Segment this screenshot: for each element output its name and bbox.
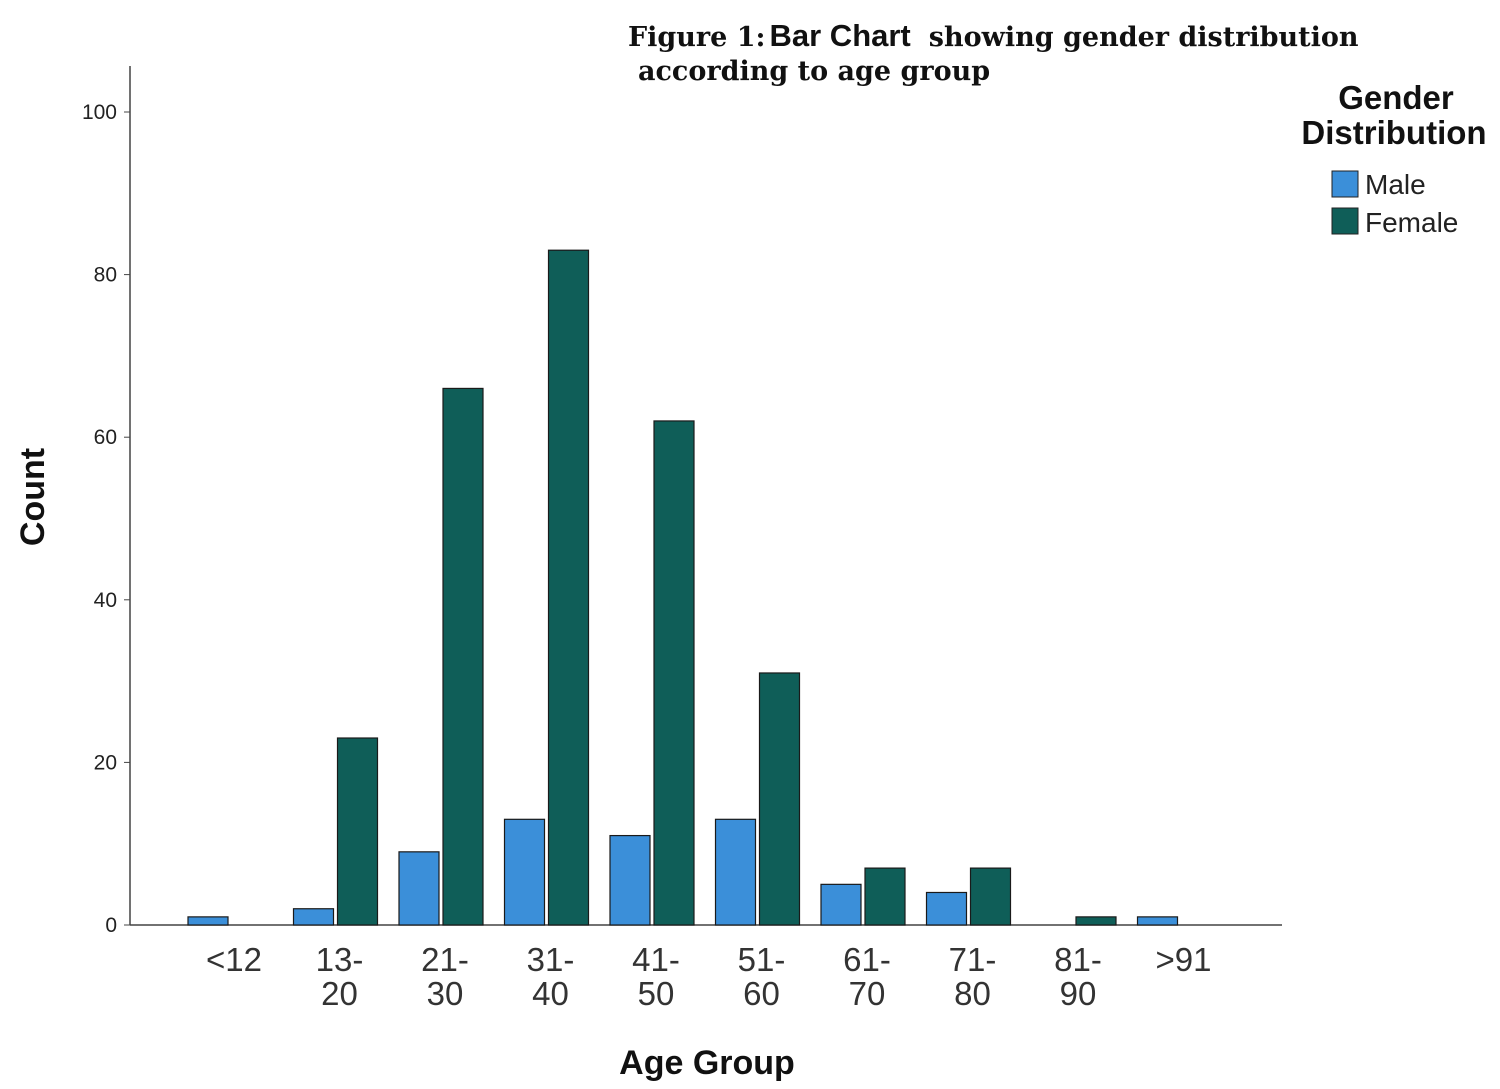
y-axis-title: Count [14, 448, 52, 546]
x-category-label: 13-20 [316, 941, 364, 1012]
title-prefix: Figure 1: [628, 22, 766, 53]
chart-title-line2: according to age group [638, 56, 990, 87]
bar-male-5 [714, 818, 757, 926]
x-category-label: 71-80 [949, 941, 997, 1012]
bars-group [187, 249, 1179, 926]
y-axis-ticks: 0 20 40 60 80 100 [82, 101, 130, 937]
legend: Gender Distribution Male Female [1301, 79, 1486, 238]
title-chart-type: Bar Chart [770, 18, 911, 53]
title-rest: showing gender distribution [929, 22, 1359, 53]
bar-female-5 [758, 672, 801, 926]
bar-female-6 [864, 867, 906, 926]
bar-male-9 [1136, 916, 1179, 926]
legend-title-line1: Gender [1338, 79, 1454, 116]
bar-male-6 [820, 883, 862, 926]
y-tick-label: 80 [94, 264, 117, 287]
bar-female-4 [653, 420, 695, 926]
y-tick-label: 20 [94, 751, 117, 774]
x-axis-title: Age Group [619, 1044, 795, 1082]
y-tick-label: 60 [94, 426, 117, 449]
legend-label-male: Male [1365, 169, 1426, 200]
x-category-label: 81-90 [1054, 941, 1102, 1012]
chart-title: Figure 1: Bar Chart showing gender distr… [628, 18, 1359, 53]
x-axis-labels: <12 13-20 21-30 31-40 41-50 51-60 61-70 71-80 81… [206, 941, 1211, 1012]
bar-female-8 [1075, 916, 1117, 926]
x-category-label: <12 [206, 941, 262, 978]
bar-male-2 [398, 851, 440, 926]
legend-label-female: Female [1365, 207, 1458, 238]
x-category-label: 51-60 [738, 941, 786, 1012]
bar-male-4 [609, 834, 651, 926]
bar-male-7 [925, 891, 968, 926]
x-category-label: 61-70 [843, 941, 891, 1012]
legend-swatch-male [1331, 170, 1359, 198]
legend-swatch-female [1331, 207, 1359, 235]
x-category-label: 41-50 [632, 941, 680, 1012]
bar-female-2 [442, 387, 484, 926]
bar-female-3 [547, 249, 590, 926]
y-tick-label: 100 [82, 101, 117, 124]
bar-male-3 [503, 818, 546, 926]
x-category-label: 21-30 [421, 941, 469, 1012]
bar-female-1 [336, 737, 379, 926]
legend-title-line2: Distribution [1301, 114, 1486, 151]
y-tick-label: 0 [105, 914, 117, 937]
bar-male-1 [292, 908, 335, 926]
bar-male-0 [187, 916, 229, 926]
bar-female-7 [969, 867, 1012, 926]
x-category-label: 31-40 [527, 941, 575, 1012]
x-category-label: >91 [1156, 941, 1212, 978]
y-tick-label: 40 [94, 589, 117, 612]
